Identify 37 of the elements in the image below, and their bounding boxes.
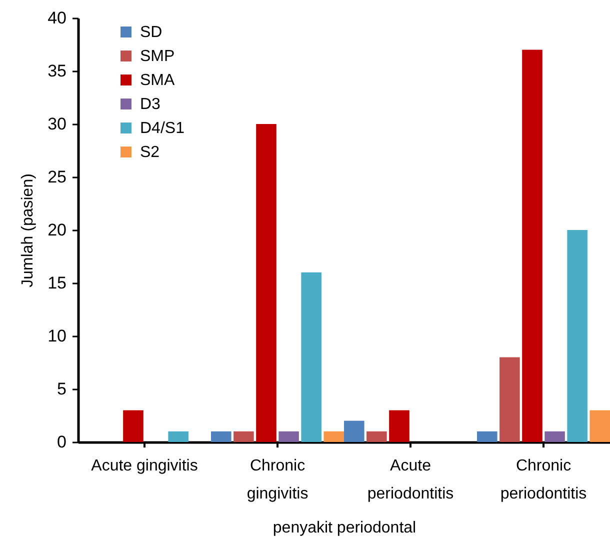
bar [234, 431, 254, 442]
bar [168, 431, 188, 442]
bar [522, 50, 542, 442]
legend-label: S2 [140, 144, 160, 161]
bar [590, 410, 610, 442]
y-tick-label: 5 [57, 380, 66, 398]
y-tick-label: 0 [57, 432, 66, 452]
bar [500, 357, 520, 442]
bar [123, 410, 144, 442]
bar [366, 431, 387, 442]
x-tick-label: Acute periodontitis [367, 458, 454, 502]
x-tick-label: Chronic periodontitis [500, 458, 587, 502]
legend-label: SMP [140, 48, 175, 65]
bar [301, 272, 322, 442]
x-tick-label: Acute gingivitis [91, 458, 198, 474]
bar [278, 431, 299, 442]
legend-label: SD [140, 24, 162, 41]
y-tick-label: 25 [48, 168, 66, 186]
y-tick-label: 40 [48, 8, 66, 28]
bar [211, 431, 232, 442]
bar [324, 431, 344, 442]
legend-label: D4/S1 [140, 120, 185, 137]
bar [544, 431, 565, 442]
y-tick-label: 20 [48, 220, 66, 240]
y-tick-label: 15 [48, 274, 66, 292]
bar [344, 420, 364, 442]
x-axis-title: penyakit periodontal [272, 520, 416, 536]
bar [567, 230, 588, 442]
legend-label: SMA [140, 72, 175, 89]
y-axis-title: Jumlah (pasien) [20, 174, 37, 288]
bar [256, 124, 276, 442]
bar [389, 410, 410, 442]
y-tick-label: 30 [48, 114, 66, 134]
bar [477, 431, 498, 442]
y-tick-label: 10 [48, 326, 66, 346]
legend-label: D3 [140, 96, 161, 113]
y-tick-label: 35 [48, 62, 66, 80]
